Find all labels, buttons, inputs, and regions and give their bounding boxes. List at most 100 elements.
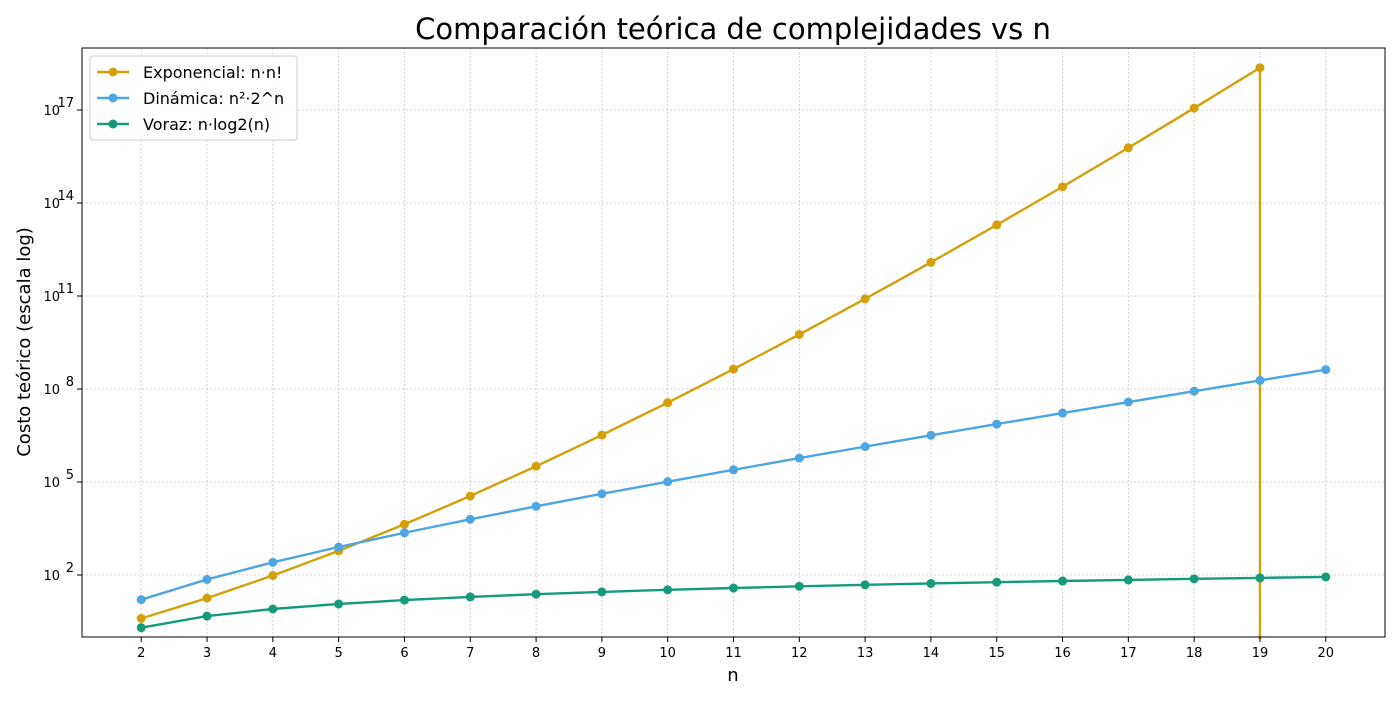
x-tick-label: 14 — [923, 646, 940, 661]
legend: Exponencial: n·n! Dinámica: n²·2^n Voraz: … — [89, 55, 298, 141]
series-point-0 — [268, 571, 278, 581]
series-point-1 — [1255, 375, 1265, 385]
series-point-2 — [597, 587, 607, 597]
x-tick-label: 10 — [659, 646, 676, 661]
legend-marker-0 — [108, 67, 118, 77]
x-tick-label: 3 — [203, 646, 211, 661]
y-tick-label: 10 — [43, 569, 60, 584]
y-tick-exponent: 14 — [57, 189, 74, 204]
series-point-0 — [399, 519, 409, 529]
series-point-0 — [1255, 63, 1265, 73]
x-tick-label: 9 — [598, 646, 606, 661]
legend-frame — [89, 55, 298, 141]
y-tick-label: 10 — [43, 383, 60, 398]
series-point-0 — [992, 220, 1002, 230]
series-point-2 — [926, 578, 936, 588]
grid — [82, 48, 1385, 637]
y-axis-label: Costo teórico (escala log) — [14, 227, 35, 457]
series-point-2 — [268, 604, 278, 614]
ticks: 2 3 4 5 6 7 8 9 10 11 12 13 14 15 16 17 18 19 201021051081… — [43, 96, 1334, 661]
series-point-1 — [729, 465, 738, 475]
series-point-2 — [1189, 574, 1199, 584]
series-point-0 — [663, 398, 673, 408]
x-tick-label: 20 — [1317, 646, 1334, 661]
x-tick-label: 11 — [725, 646, 742, 661]
series-point-2 — [1123, 575, 1133, 585]
x-tick-label: 13 — [857, 646, 874, 661]
series-point-2 — [860, 580, 870, 590]
legend-label-2: Voraz: n·log2(n) — [143, 115, 270, 134]
x-tick-label: 8 — [532, 646, 540, 661]
series-point-1 — [860, 442, 870, 452]
series-point-0 — [136, 613, 146, 623]
series-point-0 — [202, 593, 212, 603]
series-layer — [136, 63, 1331, 639]
x-tick-label: 17 — [1120, 646, 1137, 661]
series-point-2 — [1058, 576, 1068, 586]
series-point-1 — [1058, 408, 1068, 418]
y-tick-exponent: 11 — [57, 282, 74, 297]
series-point-0 — [465, 491, 475, 501]
legend-label-0: Exponencial: n·n! — [143, 63, 282, 82]
y-tick-label: 10 — [43, 476, 60, 491]
series-point-1 — [1123, 397, 1133, 407]
series-point-2 — [465, 592, 475, 602]
series-point-0 — [729, 364, 738, 374]
series-point-1 — [334, 542, 344, 552]
series-point-2 — [992, 577, 1002, 587]
series-point-1 — [531, 501, 541, 511]
legend-marker-1 — [108, 93, 118, 103]
legend-label-1: Dinámica: n²·2^n — [143, 89, 284, 108]
series-point-2 — [202, 611, 212, 621]
series-point-2 — [1321, 572, 1331, 582]
series-point-1 — [465, 514, 475, 524]
x-tick-label: 19 — [1252, 646, 1269, 661]
series-point-1 — [268, 557, 278, 567]
x-tick-label: 7 — [466, 646, 474, 661]
y-tick-exponent: 5 — [66, 468, 74, 483]
series-point-2 — [334, 599, 344, 609]
series-point-0 — [597, 430, 607, 440]
x-tick-label: 15 — [988, 646, 1005, 661]
series-point-1 — [663, 477, 673, 487]
series-point-0 — [926, 257, 936, 267]
x-tick-label: 16 — [1054, 646, 1071, 661]
y-tick-label: 10 — [43, 104, 60, 119]
x-tick-label: 18 — [1186, 646, 1203, 661]
series-point-1 — [136, 595, 146, 605]
legend-marker-2 — [108, 119, 118, 129]
series-point-1 — [794, 453, 804, 463]
series-point-2 — [136, 623, 146, 633]
series-point-0 — [794, 329, 804, 339]
series-point-1 — [1189, 386, 1199, 396]
series-point-2 — [1255, 573, 1265, 583]
series-point-0 — [860, 294, 870, 304]
series-point-0 — [1189, 103, 1199, 113]
series-point-2 — [399, 595, 409, 605]
y-tick-exponent: 8 — [66, 375, 74, 390]
chart-title: Comparación teórica de complejidades vs … — [415, 12, 1051, 46]
series-point-1 — [992, 419, 1002, 429]
series-point-2 — [729, 583, 738, 593]
x-tick-label: 2 — [137, 646, 145, 661]
series-point-1 — [597, 489, 607, 499]
series-point-0 — [1123, 143, 1133, 153]
y-tick-label: 10 — [43, 197, 60, 212]
series-point-0 — [1058, 182, 1068, 192]
series-point-1 — [202, 574, 212, 584]
y-tick-exponent: 17 — [57, 96, 74, 111]
series-point-2 — [794, 581, 804, 591]
x-tick-label: 6 — [400, 646, 408, 661]
series-point-2 — [531, 589, 541, 599]
x-tick-label: 5 — [335, 646, 343, 661]
y-tick-label: 10 — [43, 290, 60, 305]
series-point-0 — [531, 461, 541, 471]
y-tick-exponent: 2 — [66, 561, 74, 576]
series-point-1 — [1321, 365, 1331, 375]
x-tick-label: 12 — [791, 646, 808, 661]
series-point-2 — [663, 585, 673, 595]
x-axis-label: n — [727, 665, 738, 686]
series-point-1 — [399, 528, 409, 538]
series-point-1 — [926, 430, 936, 440]
